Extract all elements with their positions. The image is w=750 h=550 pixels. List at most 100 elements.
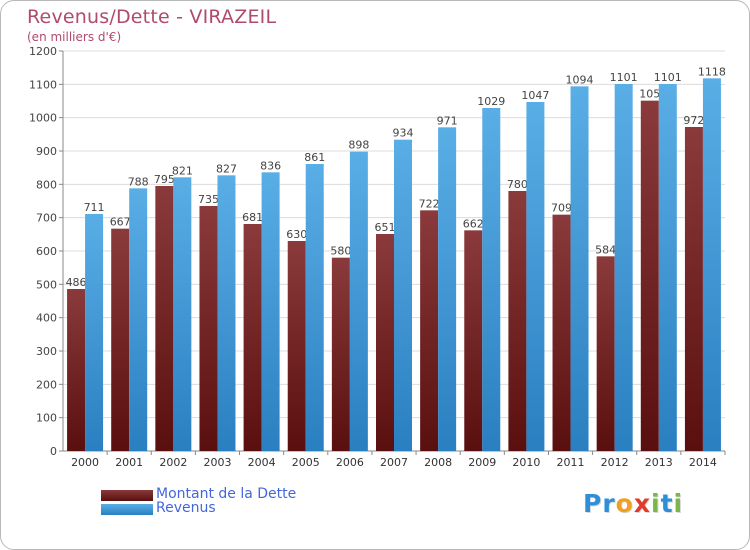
data-label-dette: 105 bbox=[639, 88, 660, 101]
data-label-dette: 662 bbox=[463, 217, 484, 230]
y-tick-label: 400 bbox=[36, 312, 57, 325]
data-label-dette: 630 bbox=[286, 228, 307, 241]
y-tick-label: 500 bbox=[36, 278, 57, 291]
data-label-revenus: 821 bbox=[172, 164, 193, 177]
bar-revenus bbox=[129, 188, 148, 452]
bar-revenus bbox=[173, 177, 192, 452]
bar-revenus bbox=[658, 84, 677, 451]
bar-dette bbox=[155, 186, 174, 451]
bar-dette bbox=[376, 234, 394, 451]
x-tick-label: 2002 bbox=[159, 456, 187, 469]
data-label-dette: 722 bbox=[419, 197, 440, 210]
bar-dette bbox=[596, 256, 615, 451]
logo-letter: t bbox=[660, 489, 674, 518]
bar-revenus bbox=[261, 172, 280, 452]
logo-letter: r bbox=[602, 489, 616, 518]
logo-letter: o bbox=[615, 489, 634, 518]
legend-item-dette: Montant de la Dette bbox=[101, 486, 361, 503]
data-label-dette: 584 bbox=[595, 243, 616, 256]
data-label-dette: 651 bbox=[375, 221, 396, 234]
data-label-dette: 735 bbox=[198, 193, 219, 206]
x-tick-label: 2012 bbox=[601, 456, 629, 469]
x-tick-label: 2003 bbox=[203, 456, 231, 469]
bar-revenus bbox=[394, 139, 412, 451]
x-tick-label: 2009 bbox=[468, 456, 496, 469]
y-tick-label: 800 bbox=[36, 178, 57, 191]
legend-swatch-revenus bbox=[101, 504, 153, 515]
bar-revenus bbox=[614, 84, 633, 451]
data-label-revenus: 898 bbox=[348, 139, 369, 152]
data-label-revenus: 1118 bbox=[698, 65, 726, 78]
bar-revenus bbox=[85, 214, 104, 451]
x-tick-label: 2014 bbox=[689, 456, 717, 469]
bar-dette bbox=[508, 191, 527, 451]
bar-dette bbox=[331, 257, 350, 451]
bar-revenus bbox=[305, 164, 324, 451]
data-label-dette: 709 bbox=[551, 202, 572, 215]
data-label-revenus: 1029 bbox=[477, 95, 505, 108]
data-label-dette: 972 bbox=[683, 114, 704, 127]
data-label-dette: 580 bbox=[330, 245, 351, 258]
data-label-revenus: 1101 bbox=[654, 71, 682, 84]
y-tick-label: 300 bbox=[36, 345, 57, 358]
y-tick-label: 1100 bbox=[29, 78, 57, 91]
y-tick-label: 0 bbox=[50, 445, 57, 458]
proxiti-logo: Proxiti bbox=[583, 489, 683, 518]
bar-revenus bbox=[482, 108, 501, 451]
x-tick-label: 2004 bbox=[248, 456, 276, 469]
data-label-revenus: 827 bbox=[216, 162, 237, 175]
y-tick-label: 1200 bbox=[29, 45, 57, 58]
bar-dette bbox=[111, 228, 130, 451]
data-label-revenus: 711 bbox=[84, 201, 105, 214]
data-label-revenus: 1047 bbox=[521, 89, 549, 102]
x-tick-label: 2010 bbox=[512, 456, 540, 469]
data-label-dette: 681 bbox=[242, 211, 263, 224]
legend-item-revenus: Revenus bbox=[101, 500, 361, 517]
x-tick-label: 2007 bbox=[380, 456, 408, 469]
bar-dette bbox=[464, 230, 483, 451]
x-tick-label: 2008 bbox=[424, 456, 452, 469]
bar-revenus bbox=[570, 86, 589, 451]
data-label-revenus: 861 bbox=[304, 151, 325, 164]
bar-revenus bbox=[438, 127, 457, 451]
x-tick-label: 2001 bbox=[115, 456, 143, 469]
legend-swatch-dette bbox=[101, 490, 153, 501]
logo-letter: i bbox=[673, 489, 684, 518]
bar-revenus bbox=[526, 102, 545, 451]
bar-dette bbox=[684, 127, 703, 451]
chart-title: Revenus/Dette - VIRAZEIL bbox=[27, 6, 277, 28]
data-label-dette: 486 bbox=[66, 276, 87, 289]
legend-label-revenus: Revenus bbox=[156, 500, 216, 516]
logo-letter: x bbox=[633, 489, 651, 518]
logo-letter: i bbox=[651, 489, 661, 518]
data-label-revenus: 934 bbox=[393, 127, 414, 140]
bar-dette bbox=[199, 206, 218, 451]
data-label-revenus: 1094 bbox=[566, 73, 594, 86]
chart-subtitle: (en milliers d'€) bbox=[27, 30, 122, 44]
data-label-revenus: 971 bbox=[437, 114, 458, 127]
bar-dette bbox=[420, 210, 439, 451]
bar-dette bbox=[243, 224, 262, 451]
y-tick-label: 1000 bbox=[29, 112, 57, 125]
data-label-revenus: 1101 bbox=[610, 71, 638, 84]
bar-dette bbox=[67, 289, 86, 451]
x-tick-label: 2005 bbox=[292, 456, 320, 469]
bar-revenus bbox=[217, 175, 236, 452]
data-label-revenus: 788 bbox=[128, 175, 149, 188]
bar-dette bbox=[552, 214, 571, 451]
x-tick-label: 2006 bbox=[336, 456, 364, 469]
bar-dette bbox=[640, 100, 659, 452]
x-tick-label: 2013 bbox=[645, 456, 673, 469]
y-tick-label: 200 bbox=[36, 378, 57, 391]
data-label-revenus: 836 bbox=[260, 159, 281, 172]
data-label-dette: 795 bbox=[154, 173, 175, 186]
data-label-dette: 780 bbox=[507, 178, 528, 191]
y-tick-label: 600 bbox=[36, 245, 57, 258]
data-label-dette: 667 bbox=[110, 216, 131, 229]
y-tick-label: 900 bbox=[36, 145, 57, 158]
x-tick-label: 2011 bbox=[557, 456, 585, 469]
legend-label-dette: Montant de la Dette bbox=[156, 486, 297, 502]
x-tick-label: 2000 bbox=[71, 456, 99, 469]
